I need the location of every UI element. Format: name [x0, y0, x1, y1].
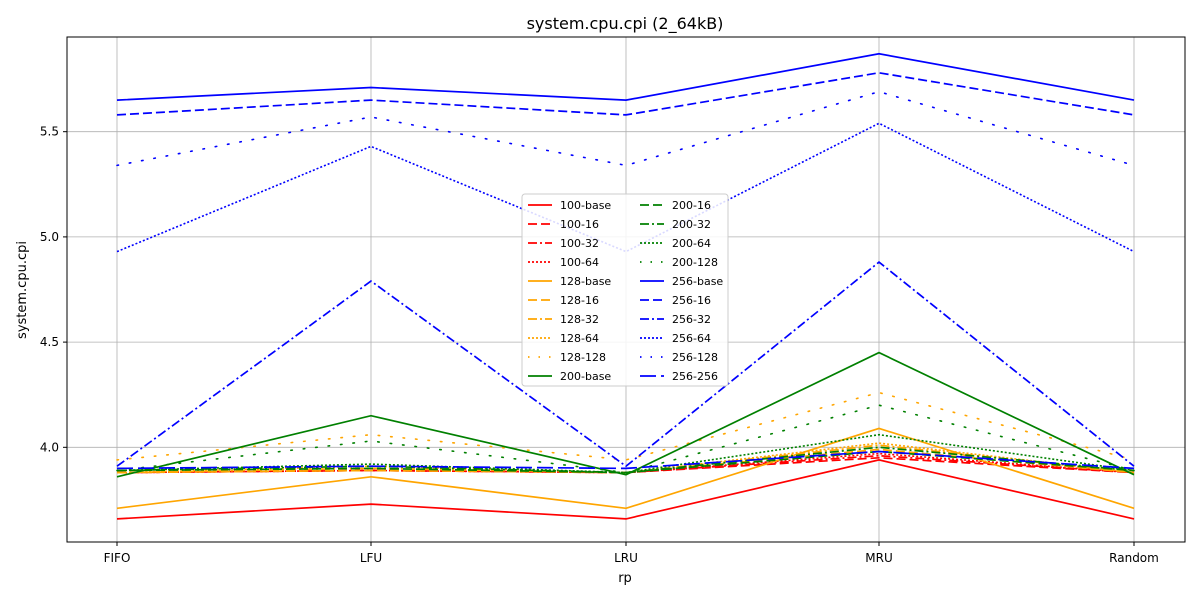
legend-label: 256-base [672, 275, 723, 288]
legend-box [521, 193, 729, 387]
x-axis-label: rp [618, 571, 632, 586]
series-line-256-32 [116, 261, 1135, 468]
legend-label: 256-32 [672, 313, 711, 326]
series-line-200-128 [116, 404, 1135, 474]
legend: 100-base 100-16 100-32 100-64 128-base 128-16… [521, 193, 729, 387]
legend-label: 100-16 [560, 218, 599, 231]
legend-label: 200-32 [672, 218, 711, 231]
y-tick-label: 4.0 [40, 440, 59, 454]
legend-label: 128-32 [560, 313, 599, 326]
series-line-200-base [116, 351, 1135, 478]
y-axis: 4.0 4.5 5.0 5.5 [40, 125, 67, 454]
legend-label: 200-64 [672, 237, 711, 250]
y-axis-label: system.cpu.cpi [15, 241, 30, 339]
x-tick-label: Random [1109, 551, 1159, 565]
series-line-256-256 [116, 450, 1135, 470]
series-line-128-base [116, 427, 1135, 510]
series-line-256-64 [116, 122, 1135, 253]
legend-label: 100-base [560, 199, 611, 212]
legend-label: 200-16 [672, 199, 711, 212]
legend-label: 100-32 [560, 237, 599, 250]
y-tick-label: 5.0 [40, 230, 59, 244]
legend-label: 128-64 [560, 332, 599, 345]
chart-title: system.cpu.cpi (2_64kB) [527, 14, 724, 34]
series-layer [116, 52, 1135, 520]
x-tick-label: LFU [360, 551, 382, 565]
legend-label: 256-128 [672, 351, 718, 364]
legend-label: 256-16 [672, 294, 711, 307]
legend-label: 128-base [560, 275, 611, 288]
series-line-256-16 [116, 71, 1135, 116]
series-line-256-base [116, 52, 1135, 101]
legend-label: 200-128 [672, 256, 718, 269]
legend-label: 256-64 [672, 332, 711, 345]
x-axis: FIFO LFU LRU MRU Random [104, 542, 1159, 565]
y-tick-label: 4.5 [40, 335, 59, 349]
x-tick-label: MRU [865, 551, 892, 565]
legend-label: 256-256 [672, 370, 718, 383]
x-tick-label: LRU [614, 551, 638, 565]
legend-label: 128-16 [560, 294, 599, 307]
legend-label: 100-64 [560, 256, 599, 269]
x-tick-label: FIFO [104, 551, 131, 565]
series-line-100-base [116, 459, 1135, 520]
y-tick-label: 5.5 [40, 125, 59, 139]
legend-label: 128-128 [560, 351, 606, 364]
legend-label: 200-base [560, 370, 611, 383]
